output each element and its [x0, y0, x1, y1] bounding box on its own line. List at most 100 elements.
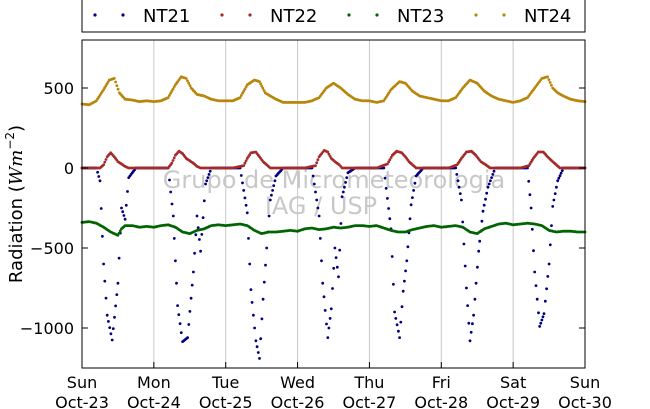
point-nt22	[244, 159, 248, 163]
point-nt21	[241, 181, 244, 185]
legend-item-nt21: NT21	[93, 6, 190, 27]
point-nt21	[273, 179, 277, 183]
y-tick-label: 0	[64, 159, 74, 178]
point-nt24	[170, 89, 174, 93]
point-nt21	[542, 312, 546, 315]
point-nt21	[326, 336, 330, 339]
point-nt21	[320, 259, 323, 263]
point-nt21	[546, 275, 550, 278]
legend-item-nt24: NT24	[474, 6, 571, 27]
point-nt21	[333, 246, 337, 250]
point-nt21	[395, 323, 399, 327]
point-nt21	[559, 171, 563, 175]
point-nt21	[244, 203, 248, 207]
point-nt21	[530, 227, 534, 231]
point-nt21	[265, 246, 269, 250]
point-nt21	[189, 296, 193, 300]
point-nt21	[205, 179, 209, 183]
point-nt21	[467, 321, 471, 325]
point-nt24	[169, 91, 173, 95]
point-nt22	[389, 156, 393, 159]
y-axis-title-text: Radiation (	[6, 185, 27, 283]
point-nt21	[328, 317, 332, 320]
point-nt21	[465, 286, 468, 290]
x-tick-label-day: Sat	[500, 373, 526, 392]
point-nt24	[115, 84, 119, 87]
point-nt21	[206, 176, 210, 180]
point-nt21	[477, 249, 481, 253]
point-nt21	[121, 210, 125, 214]
point-nt21	[239, 174, 243, 177]
point-nt21	[400, 305, 404, 309]
point-nt21	[258, 357, 261, 360]
point-nt22	[387, 160, 391, 164]
legend-box	[81, 0, 586, 33]
point-nt21	[115, 293, 119, 296]
point-nt21	[553, 192, 557, 196]
legend-marker	[93, 13, 97, 17]
point-nt23	[117, 231, 121, 235]
point-nt21	[558, 174, 562, 178]
point-nt21	[455, 173, 459, 176]
point-nt21	[491, 173, 495, 176]
point-nt21	[124, 203, 128, 207]
point-nt21	[461, 220, 465, 224]
x-tick-label-date: Oct-29	[486, 393, 540, 409]
point-nt21	[188, 310, 192, 313]
point-nt21	[462, 242, 466, 246]
x-tick-label-day: Mon	[137, 373, 171, 392]
point-nt24	[168, 94, 171, 97]
point-nt21	[468, 339, 472, 343]
point-nt22	[243, 161, 247, 165]
y-axis: 500 0 −500 −1000	[20, 79, 585, 338]
point-nt22	[386, 162, 389, 166]
point-nt21	[272, 184, 276, 188]
plot-frame	[81, 39, 586, 369]
point-nt21	[168, 178, 171, 182]
point-nt21	[120, 206, 123, 210]
point-nt21	[177, 313, 181, 316]
point-nt21	[387, 207, 390, 210]
legend-marker	[502, 13, 506, 17]
point-nt21	[267, 214, 271, 218]
point-nt21	[113, 315, 116, 319]
series-nt22	[80, 149, 587, 170]
point-nt21	[195, 214, 199, 218]
point-nt21	[547, 262, 551, 266]
point-nt24	[171, 87, 175, 91]
point-nt21	[405, 259, 409, 263]
legend-marker	[220, 13, 224, 17]
point-nt23	[116, 233, 120, 237]
y-axis-title: Radiation (Wm−2)	[3, 125, 27, 283]
point-nt21	[198, 238, 201, 241]
point-nt21	[537, 311, 540, 315]
point-nt21	[390, 255, 394, 258]
point-nt21	[344, 181, 347, 184]
point-nt21	[471, 322, 474, 326]
point-nt21	[264, 263, 267, 267]
point-nt21	[409, 203, 413, 207]
y-axis-title-unit: Wm	[6, 150, 27, 186]
point-nt21	[109, 332, 113, 336]
x-tick-label-date: Oct-24	[127, 393, 181, 409]
x-tick-label-date: Oct-26	[271, 393, 325, 409]
point-nt21	[194, 233, 198, 237]
point-nt21	[110, 338, 114, 342]
point-nt21	[539, 321, 543, 325]
point-nt24	[187, 81, 191, 85]
x-tick-label-day: Wed	[280, 373, 315, 392]
point-nt21	[334, 256, 338, 259]
point-nt21	[406, 245, 410, 249]
legend-label: NT21	[143, 6, 190, 27]
point-nt24	[546, 75, 549, 79]
point-nt22	[388, 158, 392, 162]
point-nt21	[325, 322, 328, 326]
point-nt21	[247, 237, 250, 240]
point-nt21	[254, 339, 258, 343]
point-nt21	[196, 226, 200, 230]
y-axis-title-exponent: −2	[3, 132, 17, 150]
point-nt24	[261, 86, 265, 90]
point-nt21	[117, 256, 121, 260]
legend-label: NT22	[270, 6, 317, 27]
point-nt24	[548, 81, 552, 84]
